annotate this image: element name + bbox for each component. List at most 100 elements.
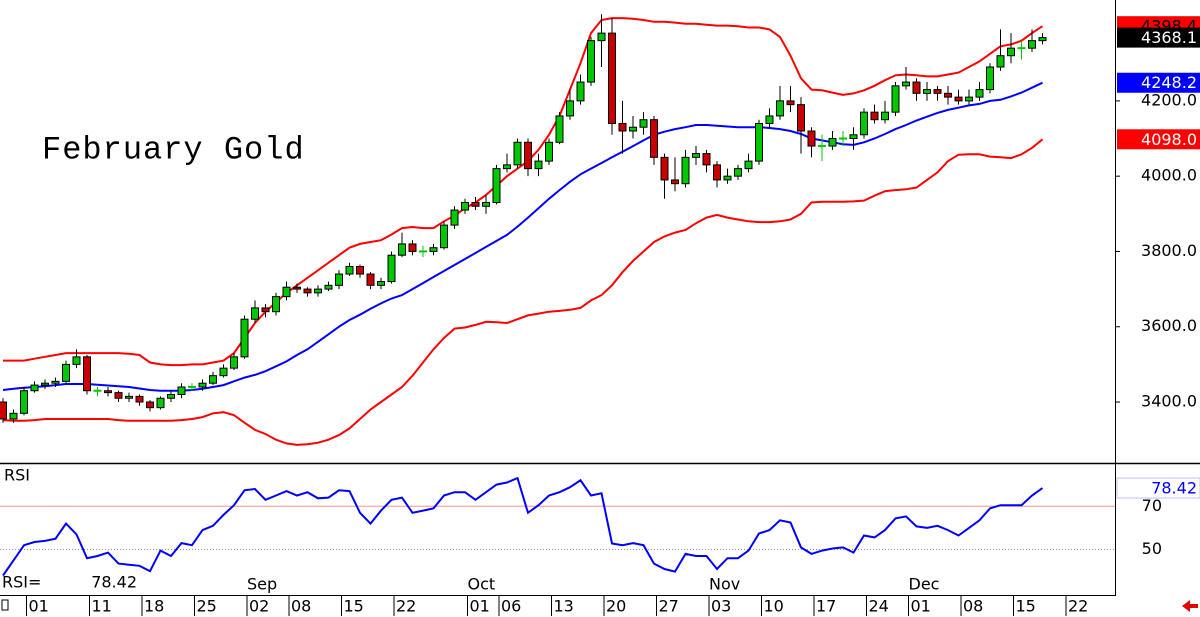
candle-body (597, 32, 606, 42)
x-tick-label: 01 (470, 597, 490, 616)
candle-body (660, 156, 669, 181)
candle-body (230, 356, 238, 369)
candle-body (125, 395, 133, 399)
rsi-line (2, 476, 1044, 577)
candle-body (440, 224, 448, 249)
value-box (1117, 72, 1200, 93)
candle-body (639, 119, 648, 128)
candle-body (828, 138, 837, 147)
candle-body (9, 412, 18, 420)
candle-body (30, 384, 39, 392)
candle-body (1038, 37, 1047, 42)
candle-body (765, 115, 774, 124)
x-tick-label: 15 (344, 597, 364, 616)
candle-body (702, 153, 711, 166)
x-tick-label: 02 (249, 597, 269, 616)
candle-body (870, 111, 879, 121)
x-tick-label: 06 (501, 597, 521, 616)
candle-body (492, 168, 501, 204)
candle-body (114, 392, 123, 399)
candle-body (755, 122, 763, 162)
candle-body (723, 175, 732, 181)
scroll-arrow[interactable] (1182, 600, 1198, 612)
candle-body (324, 284, 333, 290)
candle-body (219, 367, 228, 377)
candle-body (408, 243, 417, 252)
candle-body (881, 111, 889, 121)
candle-body (135, 395, 144, 403)
x-tick-label: 01 (29, 597, 49, 616)
candle-body (587, 40, 595, 83)
candle-body (986, 66, 994, 91)
candle-body (240, 318, 249, 358)
x-tick-label: 24 (869, 597, 889, 616)
x-tick-label: 18 (144, 597, 164, 616)
candle-body (482, 202, 490, 207)
band-line (2, 81, 1043, 392)
candle-body (209, 375, 217, 384)
rsi-value-label: 78.42 (1151, 479, 1197, 498)
candle-body (513, 141, 522, 166)
x-tick-label: 13 (554, 597, 574, 616)
candle-body (282, 286, 291, 298)
candle-body (744, 160, 753, 170)
value-box (1117, 129, 1200, 150)
rsi-tick-label: 70 (1142, 496, 1162, 515)
value-box-label: 4098.0 (1141, 130, 1197, 149)
x-tick-label: 15 (1016, 597, 1036, 616)
candle-body (450, 209, 459, 226)
x-tick-label: 01 (911, 597, 931, 616)
candle-body (902, 81, 910, 87)
chart-title: February Gold (42, 131, 305, 168)
x-tick-label: 17 (816, 597, 836, 616)
candle-body (471, 202, 480, 207)
candle-body (177, 386, 186, 395)
rsi-tick-label: 50 (1142, 539, 1162, 558)
candle-body (618, 122, 627, 132)
x-tick-label: 03 (711, 597, 731, 616)
candle-body (198, 382, 207, 388)
scroll-icon (1, 599, 9, 611)
candle-body (860, 111, 868, 136)
x-tick-label: 08 (963, 597, 983, 616)
month-label: Nov (709, 575, 740, 594)
candle-body (734, 168, 742, 177)
candle-body (387, 254, 396, 283)
x-tick-label: 08 (291, 597, 311, 616)
candle-body (167, 393, 175, 399)
candle-body (996, 55, 1005, 68)
candle-body (912, 81, 921, 94)
candle-body (104, 390, 112, 394)
candle-body (545, 141, 553, 162)
candle-body (776, 100, 784, 117)
candle-body (1007, 47, 1015, 57)
candle-body (0, 401, 7, 420)
candle-body (713, 164, 721, 181)
x-tick-label: 11 (92, 597, 112, 616)
y-tick-label: 3800.0 (1141, 241, 1197, 260)
candle-body (566, 100, 574, 117)
candle-body (83, 356, 91, 392)
candle-body (62, 363, 70, 382)
candle-body (261, 307, 270, 313)
y-tick-label: 3600.0 (1141, 316, 1197, 335)
candle-body (797, 104, 805, 132)
candle-body (524, 141, 532, 170)
x-tick-label: 10 (764, 597, 784, 616)
candle-body (891, 85, 900, 113)
candle-body (965, 96, 973, 102)
x-tick-label: 22 (1068, 597, 1088, 616)
candle-body (345, 266, 354, 275)
y-tick-label: 4000.0 (1141, 166, 1197, 185)
candle-body (356, 266, 364, 275)
x-tick-label: 20 (606, 597, 626, 616)
x-tick-label: 25 (197, 597, 217, 616)
rsi-value-box (1116, 477, 1200, 499)
candle-body (335, 273, 343, 286)
rsi-readout: 78.42 (91, 573, 137, 592)
value-box-label: 4368.1 (1141, 28, 1197, 47)
candle-body (681, 156, 690, 185)
candle-body (41, 382, 49, 386)
candle-body (923, 89, 931, 94)
